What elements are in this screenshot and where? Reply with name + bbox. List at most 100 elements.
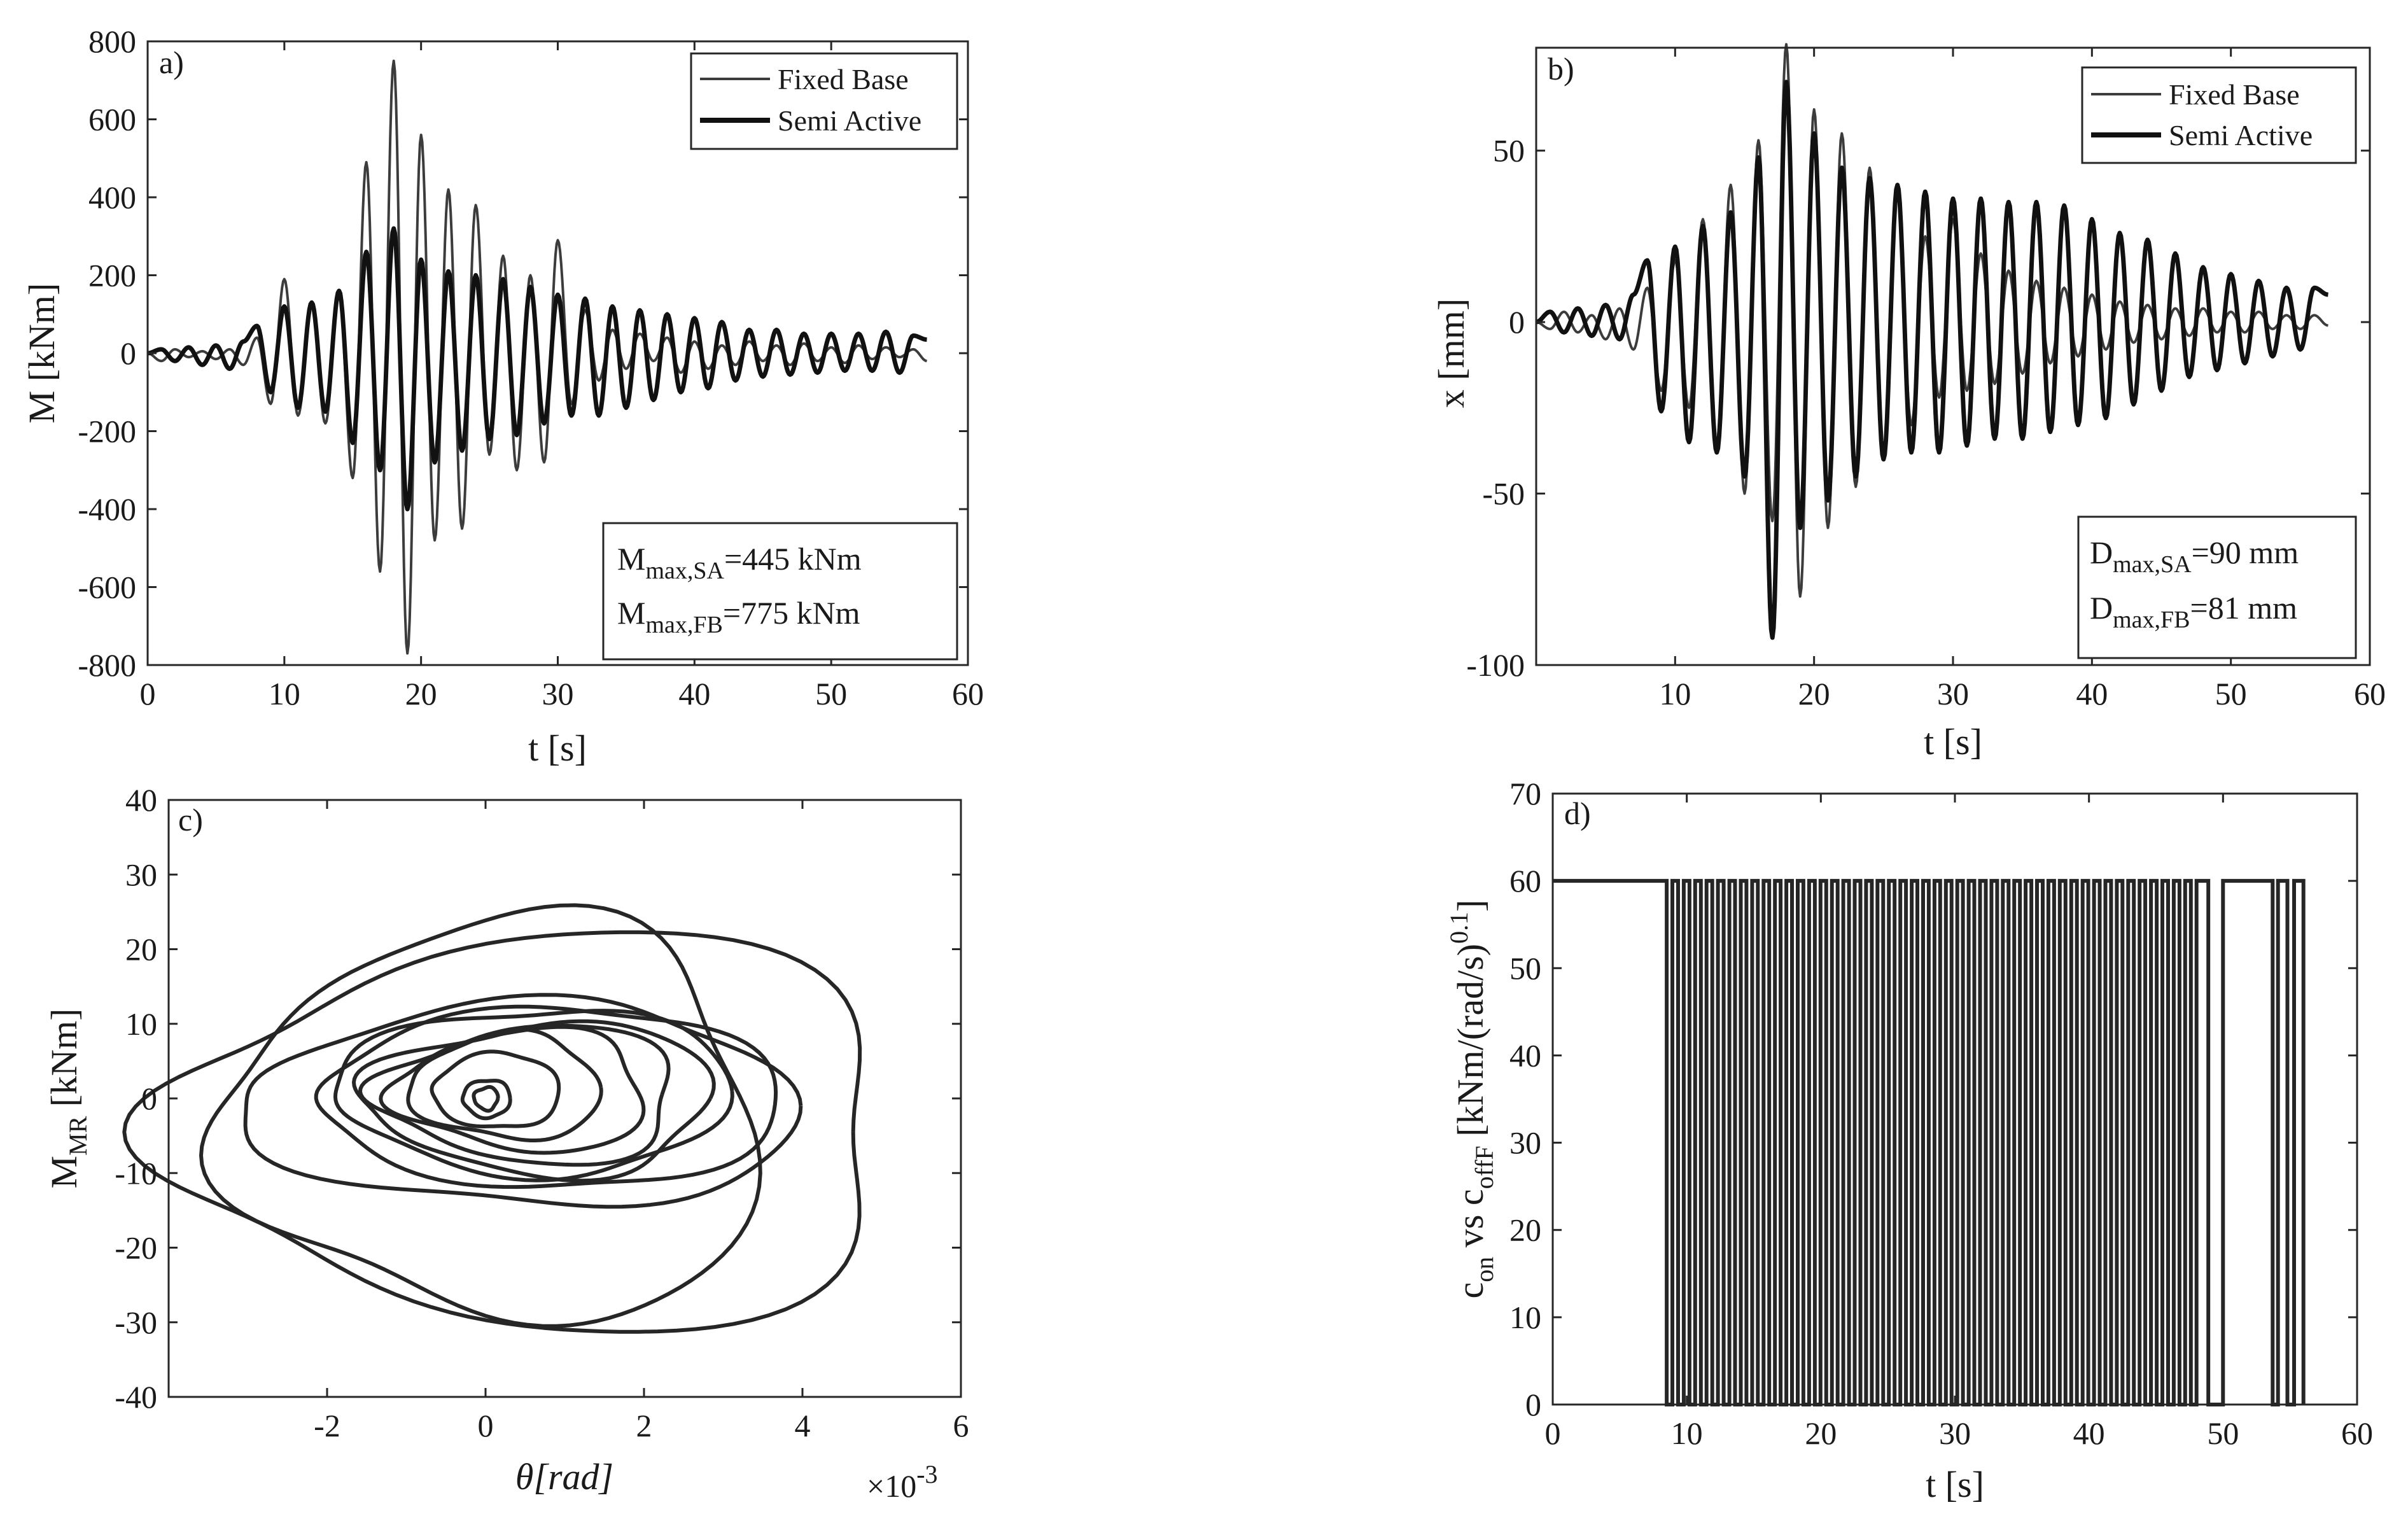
panel-d-ytick-label: 40 xyxy=(1509,1037,1541,1073)
panel-d-xtick-label: 20 xyxy=(1805,1415,1837,1451)
panel-d-xlabel: t [s] xyxy=(1926,1464,1984,1505)
panel-a-xlabel: t [s] xyxy=(528,727,587,769)
panel-b-displacement-vs-time: 10 20 30 40 50 60 -100 -50 0 50 b) Fixed Base Sem… xyxy=(1431,43,2386,762)
panel-a-annotation: Mmax,SA=445 kNm Mmax,FB=775 kNm xyxy=(602,522,958,661)
panel-c-hysteresis-loop xyxy=(122,930,862,1334)
panel-d-ytick-label: 0 xyxy=(1525,1387,1541,1422)
panel-b-series-semi-active xyxy=(1535,80,2330,640)
panel-a-legend-box xyxy=(690,52,958,150)
panel-d-label: d) xyxy=(1564,796,1591,831)
panel-b-xtick-label: 20 xyxy=(1798,676,1830,711)
panel-c-x-multiplier: ×10-3 xyxy=(867,1460,938,1504)
panel-c-hysteresis-loop xyxy=(379,1025,646,1155)
panel-c-ylabel: MMR [kNm] xyxy=(43,1009,92,1189)
panel-a-annotation-box xyxy=(602,522,958,661)
panel-c-xtick-label: 4 xyxy=(795,1408,811,1443)
panel-b-ticks: 10 20 30 40 50 60 -100 -50 0 50 xyxy=(1466,48,2386,711)
panel-d-ytick-label: 60 xyxy=(1509,863,1541,899)
panel-d-xtick-label: 40 xyxy=(2073,1415,2105,1451)
panel-a-ytick-label: -200 xyxy=(78,414,136,449)
panel-d-ylabel: con vs coffF [kNm/(rad/s)0.1] xyxy=(1445,900,1499,1299)
panel-c-hysteresis-loop xyxy=(333,1009,734,1182)
panel-a-moment-vs-time: 0 10 20 30 40 50 60 -800 -600 -400 -200 0 200 400 600 8… xyxy=(21,24,984,769)
panel-c-xtick-label: 2 xyxy=(636,1408,652,1443)
panel-b-xtick-label: 30 xyxy=(1937,676,1969,711)
panel-c-xlabel: θ[rad] xyxy=(515,1456,613,1497)
panel-d-ytick-label: 50 xyxy=(1509,950,1541,986)
panel-b-xtick-label: 50 xyxy=(2215,676,2247,711)
panel-b-xtick-label: 40 xyxy=(2076,676,2108,711)
panel-d-ytick-label: 30 xyxy=(1509,1125,1541,1161)
panel-a-ytick-label: -800 xyxy=(78,647,136,683)
panel-b-ytick-label: -100 xyxy=(1466,647,1525,683)
panel-c-hysteresis-loop xyxy=(314,1004,778,1189)
panel-d-ytick-label: 20 xyxy=(1509,1212,1541,1248)
panel-c-plot-area xyxy=(122,903,862,1334)
panel-c-hysteresis-loop xyxy=(430,1049,561,1128)
panel-d-plot-area xyxy=(1553,879,2306,1406)
panel-b-label: b) xyxy=(1548,51,1574,87)
panel-a-ytick-label: 200 xyxy=(88,258,136,293)
panel-d-xtick-label: 50 xyxy=(2207,1415,2239,1451)
panel-c-xtick-label: 6 xyxy=(953,1408,969,1443)
panel-d-damping-switching: 0 10 20 30 40 50 60 0 10 20 30 40 50 60 70 d) t [s] co… xyxy=(1445,776,2373,1505)
panel-a-ticks: 0 10 20 30 40 50 60 -800 -600 -400 -200 0 200 400 600 8… xyxy=(78,24,984,711)
panel-c-hysteresis-loop xyxy=(406,1027,603,1142)
panel-c-axes-frame xyxy=(167,799,962,1398)
panel-d-ytick-label: 70 xyxy=(1509,776,1541,811)
panel-a-xtick-label: 0 xyxy=(140,676,156,711)
panel-a-ytick-label: -400 xyxy=(78,491,136,527)
panel-d-xtick-label: 10 xyxy=(1671,1415,1703,1451)
panel-b-plot-area xyxy=(1535,43,2330,640)
panel-b-annotation-box xyxy=(2077,515,2357,659)
panel-a-legend-semi-active: Semi Active xyxy=(778,104,921,137)
panel-b-ytick-label: 50 xyxy=(1493,133,1525,169)
panel-a-plot-area xyxy=(146,59,928,655)
panel-c-ytick-label: 30 xyxy=(125,857,157,892)
panel-a-legend: Fixed Base Semi Active xyxy=(690,52,958,150)
panel-a-annotation-fb: Mmax,FB=775 kNm xyxy=(617,595,860,638)
panel-a-xtick-label: 40 xyxy=(678,676,710,711)
panel-a-xtick-label: 60 xyxy=(952,676,984,711)
panel-b-legend-box xyxy=(2081,66,2357,164)
panel-c-hysteresis-loop xyxy=(460,1079,512,1121)
panel-c-hysteresis-loop xyxy=(243,993,803,1209)
panel-d-ytick-label: 10 xyxy=(1509,1300,1541,1335)
panel-b-legend: Fixed Base Semi Active xyxy=(2081,66,2357,164)
panel-c-ytick-label: 20 xyxy=(125,932,157,967)
panel-c-hysteresis-loop xyxy=(352,1019,716,1183)
panel-a-ytick-label: 600 xyxy=(88,102,136,137)
panel-a-ylabel: M [kNm] xyxy=(21,283,62,424)
panel-c-ytick-label: 0 xyxy=(141,1081,157,1116)
panel-a-label: a) xyxy=(159,45,184,80)
panel-a-series-semi-active xyxy=(146,226,928,512)
panel-a-xtick-label: 10 xyxy=(269,676,300,711)
panel-c-hysteresis-loop xyxy=(472,1085,500,1113)
panel-c-ytick-label: -40 xyxy=(115,1379,157,1415)
panel-a-xtick-label: 30 xyxy=(542,676,574,711)
panel-d-series-damping-coefficient xyxy=(1553,879,2306,1406)
panel-c-ytick-label: 40 xyxy=(125,782,157,818)
panel-a-xtick-label: 20 xyxy=(405,676,437,711)
panel-c-ytick-label: -20 xyxy=(115,1230,157,1266)
panel-d-xtick-label: 0 xyxy=(1545,1415,1561,1451)
panel-b-annotation-sa: Dmax,SA=90 mm xyxy=(2090,535,2299,578)
panel-b-legend-semi-active: Semi Active xyxy=(2169,119,2313,151)
panel-c-xtick-label: 0 xyxy=(478,1408,494,1443)
panel-c-hysteresis-loop xyxy=(199,903,762,1328)
panel-c-ytick-label: -10 xyxy=(115,1155,157,1191)
panel-b-legend-fixed-base: Fixed Base xyxy=(2169,78,2300,111)
panel-b-xtick-label: 10 xyxy=(1659,676,1691,711)
panel-a-annotation-sa: Mmax,SA=445 kNm xyxy=(617,541,862,584)
panel-a-legend-fixed-base: Fixed Base xyxy=(778,63,909,95)
panel-d-xtick-label: 30 xyxy=(1939,1415,1971,1451)
panel-a-ytick-label: 400 xyxy=(88,179,136,215)
panel-b-ytick-label: 0 xyxy=(1509,304,1525,340)
panel-c-ytick-label: -30 xyxy=(115,1305,157,1340)
panel-d-ticks: 0 10 20 30 40 50 60 0 10 20 30 40 50 60 70 xyxy=(1509,776,2373,1451)
panel-b-xlabel: t [s] xyxy=(1924,721,1982,762)
panel-d-xtick-label: 60 xyxy=(2341,1415,2373,1451)
panel-b-annotation: Dmax,SA=90 mm Dmax,FB=81 mm xyxy=(2077,515,2357,659)
